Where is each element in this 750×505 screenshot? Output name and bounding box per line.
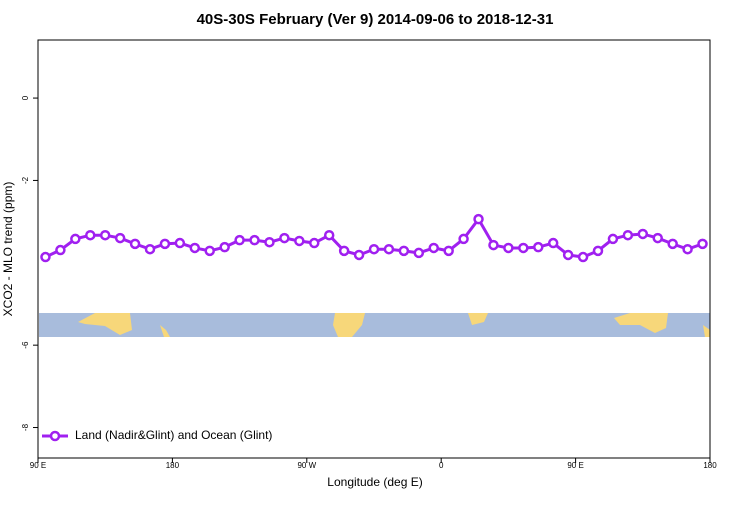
point bbox=[114, 232, 126, 244]
point bbox=[323, 229, 335, 241]
point bbox=[294, 235, 305, 247]
point bbox=[458, 233, 469, 245]
point bbox=[533, 241, 544, 253]
point bbox=[234, 234, 245, 246]
y-tick-label: -8 bbox=[21, 423, 30, 431]
map-strip bbox=[39, 313, 710, 337]
point bbox=[249, 234, 260, 246]
x-tick-label: 90 E bbox=[567, 461, 583, 470]
point bbox=[264, 236, 275, 248]
point bbox=[55, 244, 66, 256]
point bbox=[40, 251, 51, 263]
point bbox=[368, 243, 380, 255]
point bbox=[413, 247, 425, 259]
point bbox=[577, 251, 589, 263]
y-tick-label: 0 bbox=[21, 95, 30, 100]
point bbox=[652, 232, 663, 244]
point bbox=[622, 229, 634, 241]
y-tick-label: -6 bbox=[21, 341, 30, 349]
point bbox=[219, 241, 230, 253]
point bbox=[353, 249, 365, 261]
point bbox=[518, 242, 529, 254]
point bbox=[144, 243, 156, 255]
point bbox=[309, 237, 320, 249]
x-tick-label: 90 W bbox=[297, 461, 316, 470]
point bbox=[159, 238, 171, 250]
point bbox=[398, 245, 410, 257]
point bbox=[488, 239, 499, 251]
point bbox=[174, 237, 186, 249]
x-tick-label: 180 bbox=[703, 461, 717, 470]
point bbox=[443, 245, 454, 257]
point bbox=[473, 213, 484, 225]
point bbox=[547, 237, 559, 249]
legend-marker bbox=[49, 430, 61, 442]
x-tick-label: 180 bbox=[166, 461, 180, 470]
point bbox=[338, 245, 350, 257]
point bbox=[697, 238, 708, 250]
point bbox=[607, 233, 619, 245]
point bbox=[129, 238, 141, 250]
point bbox=[682, 243, 693, 255]
x-tick-label: 0 bbox=[439, 461, 444, 470]
y-tick-label: -2 bbox=[21, 176, 30, 184]
x-tick-label: 90 E bbox=[30, 461, 46, 470]
chart-title: 40S-30S February (Ver 9) 2014-09-06 to 2… bbox=[197, 11, 554, 28]
point bbox=[383, 243, 395, 255]
point bbox=[637, 228, 649, 240]
point bbox=[279, 232, 290, 244]
y-axis-label: XCO2 - MLO trend (ppm) bbox=[1, 182, 15, 317]
point bbox=[562, 249, 574, 261]
point bbox=[667, 238, 678, 250]
point bbox=[189, 242, 201, 254]
x-axis-label: Longitude (deg E) bbox=[327, 475, 422, 489]
point bbox=[428, 242, 439, 254]
point bbox=[70, 233, 81, 245]
point bbox=[85, 229, 96, 241]
point bbox=[503, 242, 514, 254]
point bbox=[99, 229, 111, 241]
point bbox=[204, 245, 215, 257]
plot-frame bbox=[37, 39, 711, 459]
legend-label: Land (Nadir&Glint) and Ocean (Glint) bbox=[75, 428, 272, 442]
point bbox=[592, 245, 604, 257]
